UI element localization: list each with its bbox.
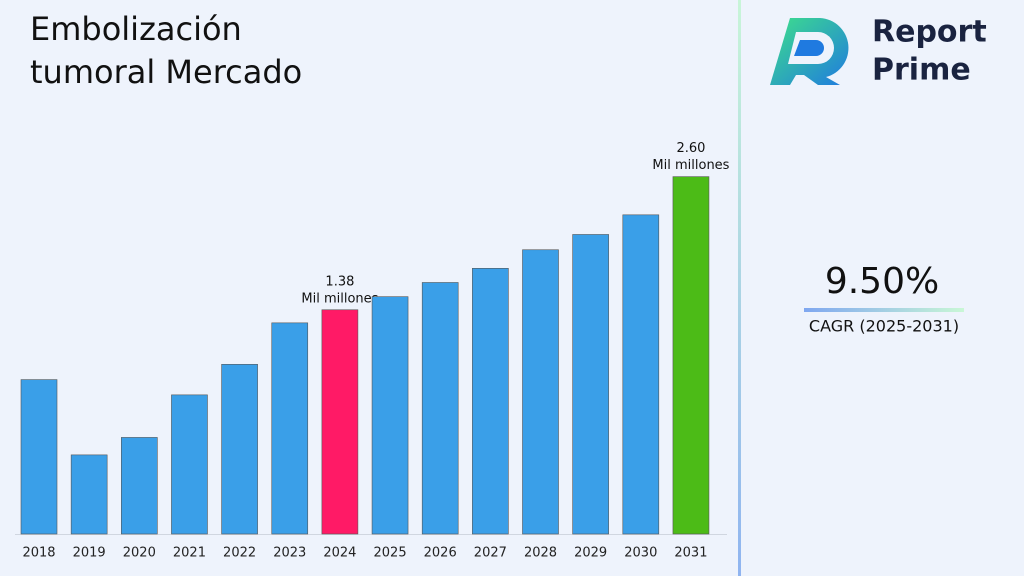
- value-label-unit: Mil millones: [301, 291, 378, 306]
- bar: [572, 234, 609, 535]
- x-tick-label: 2020: [123, 546, 156, 561]
- value-label-unit: Mil millones: [652, 158, 729, 173]
- x-tick-label: 2022: [223, 546, 256, 561]
- x-tick-label: 2021: [173, 546, 206, 561]
- x-tick-label: 2031: [674, 546, 707, 561]
- bar: [221, 364, 258, 535]
- bar: [672, 176, 710, 535]
- x-tick-label: 2027: [474, 546, 507, 561]
- bar: [321, 309, 359, 535]
- x-tick-label: 2030: [624, 546, 657, 561]
- bar: [622, 214, 660, 535]
- bar: [271, 322, 309, 535]
- x-tick-label: 2028: [524, 546, 557, 561]
- x-tick-label: 2026: [424, 546, 457, 561]
- bar: [421, 282, 459, 535]
- bar: [522, 249, 559, 535]
- bar: [121, 437, 158, 535]
- bar: [70, 454, 108, 535]
- logo: [770, 18, 849, 85]
- bar: [371, 296, 409, 535]
- x-tick-label: 2024: [323, 546, 356, 561]
- bar: [20, 379, 58, 535]
- x-tick-label: 2018: [22, 546, 55, 561]
- brand: Prime: [872, 53, 971, 88]
- bar: [171, 394, 208, 535]
- cagr-label: CAGR (2025-2031): [809, 317, 959, 336]
- x-tick-label: 2019: [73, 546, 106, 561]
- divider: [738, 0, 741, 576]
- value-label: 2.60: [676, 141, 705, 156]
- x-tick-label: 2023: [273, 546, 306, 561]
- bar: [472, 268, 509, 535]
- brand: Report: [872, 15, 987, 50]
- x-tick-label: 2025: [374, 546, 407, 561]
- x-tick-label: 2029: [574, 546, 607, 561]
- value-label: 1.38: [325, 274, 354, 289]
- cagr-value: 9.50%: [825, 261, 939, 302]
- chart-title: Embolización tumoral Mercado: [30, 10, 303, 91]
- underline: [804, 308, 964, 312]
